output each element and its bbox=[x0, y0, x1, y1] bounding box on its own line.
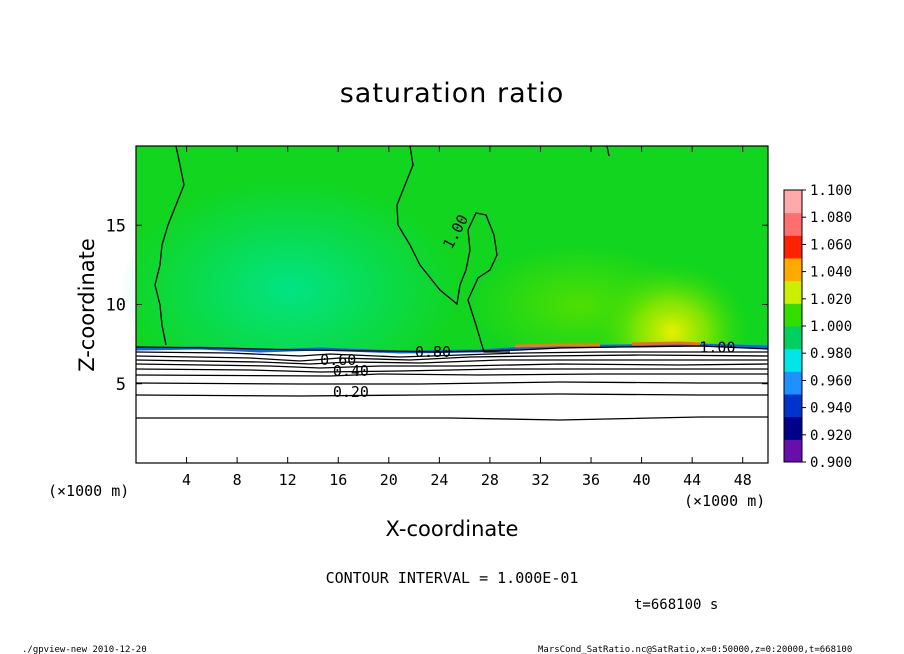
colorbar-swatch bbox=[784, 416, 802, 440]
colorbar-swatch bbox=[784, 303, 802, 327]
colorbar-label: 0.900 bbox=[810, 455, 852, 471]
x-tick-label: 8 bbox=[233, 471, 242, 489]
x-tick-label: 36 bbox=[582, 471, 600, 489]
contour-100-center bbox=[396, 145, 510, 353]
colorbar: 0.900 0.920 0.940 0.960 0.980 1.000 1.020 1.040… bbox=[783, 183, 852, 471]
colorbar-label: 0.960 bbox=[810, 373, 852, 389]
orange-boundary-band-2 bbox=[631, 341, 701, 346]
y-axis-ticks: 5 10 15 bbox=[106, 216, 768, 395]
contour-050 bbox=[135, 368, 768, 373]
contour-lines bbox=[135, 145, 769, 421]
contour-040 bbox=[135, 373, 768, 377]
dry-lower-region bbox=[136, 346, 768, 463]
colorbar-label: 1.000 bbox=[810, 319, 852, 335]
colorbar-label: 0.940 bbox=[810, 401, 852, 417]
contour-label: 0.60 bbox=[320, 351, 356, 369]
contour-070 bbox=[135, 359, 768, 365]
colorbar-swatch bbox=[784, 258, 802, 282]
colorbar-label: 0.920 bbox=[810, 428, 852, 444]
contour-interval-note: CONTOUR INTERVAL = 1.000E-01 bbox=[326, 569, 579, 587]
contour-030 bbox=[135, 381, 768, 385]
colorbar-swatch bbox=[784, 348, 802, 372]
contour-080 bbox=[135, 354, 769, 362]
colorbar-swatch bbox=[784, 212, 802, 236]
x-tick-label: 44 bbox=[683, 471, 701, 489]
y-tick-label: 15 bbox=[106, 216, 126, 236]
colorbar-label: 1.100 bbox=[810, 183, 852, 199]
footer-left: ./gpview-new 2010-12-20 bbox=[22, 645, 147, 654]
contour-100-base bbox=[135, 345, 769, 353]
colorbar-label: 0.980 bbox=[810, 346, 852, 362]
x-tick-label: 48 bbox=[734, 471, 752, 489]
contour-020 bbox=[135, 393, 768, 397]
x-tick-label: 40 bbox=[633, 471, 651, 489]
x-tick-label: 28 bbox=[481, 471, 499, 489]
plot-area: 1.001.000.800.600.400.20 4 8 12 16 20 24 28 32 3… bbox=[106, 145, 769, 489]
x-tick-label: 32 bbox=[531, 471, 549, 489]
contour-label: 0.20 bbox=[333, 383, 369, 401]
x-tick-label: 24 bbox=[430, 471, 448, 489]
colorbar-label: 1.020 bbox=[810, 292, 852, 308]
y-tick-label: 10 bbox=[106, 296, 126, 316]
contour-090 bbox=[135, 351, 768, 358]
contour-100-left bbox=[154, 145, 185, 346]
contour-100-right-top bbox=[606, 145, 610, 157]
colorbar-swatch bbox=[784, 235, 802, 259]
colorbar-swatch bbox=[784, 280, 802, 304]
colorbar-swatch bbox=[784, 394, 802, 418]
contour-label: 0.40 bbox=[333, 362, 369, 380]
x-tick-label: 4 bbox=[182, 471, 191, 489]
colorbar-swatch bbox=[784, 371, 802, 395]
x-axis-label: X-coordinate bbox=[386, 517, 519, 541]
colorbar-label: 1.080 bbox=[810, 210, 852, 226]
chart-title: saturation ratio bbox=[340, 78, 565, 109]
colorbar-swatch bbox=[784, 190, 802, 214]
contour-label: 0.80 bbox=[415, 343, 451, 361]
contour-060 bbox=[135, 363, 769, 369]
y-tick-label: 5 bbox=[116, 375, 126, 395]
x-tick-label: 16 bbox=[329, 471, 347, 489]
x-unit-left: (×1000 m) bbox=[48, 482, 129, 500]
colorbar-label: 1.040 bbox=[810, 265, 852, 281]
colorbar-swatch bbox=[784, 326, 802, 350]
x-axis-ticks: 4 8 12 16 20 24 28 32 36 40 44 48 bbox=[182, 146, 752, 489]
contour-label: 1.00 bbox=[699, 338, 735, 356]
x-tick-label: 20 bbox=[380, 471, 398, 489]
x-unit-right: (×1000 m) bbox=[684, 492, 765, 510]
orange-boundary-band bbox=[514, 343, 600, 348]
low-saturation-region bbox=[120, 180, 460, 400]
colorbar-label: 1.060 bbox=[810, 237, 852, 253]
contour-010 bbox=[136, 416, 768, 421]
footer-right: MarsCond_SatRatio.nc@SatRatio,x=0:50000,… bbox=[538, 645, 852, 654]
y-axis-label: Z-coordinate bbox=[75, 238, 99, 372]
time-label: t=668100 s bbox=[634, 597, 718, 613]
x-tick-label: 12 bbox=[279, 471, 297, 489]
colorbar-swatch bbox=[784, 439, 802, 463]
